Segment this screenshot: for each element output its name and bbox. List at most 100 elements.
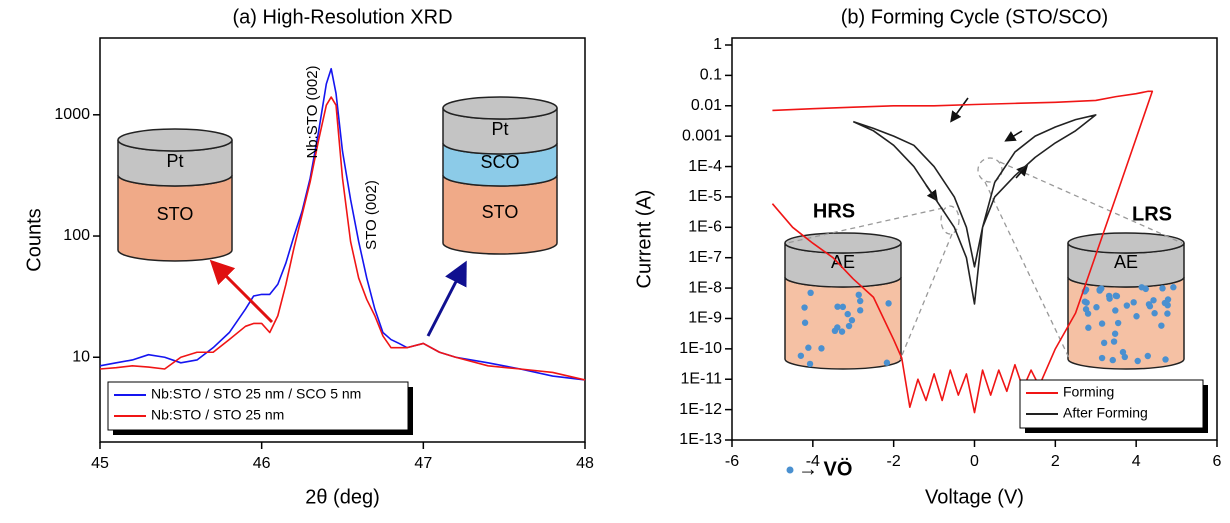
highlight-circle bbox=[977, 157, 1003, 183]
vacancy-dot bbox=[1085, 324, 1092, 331]
y-tick-label: 1E-11 bbox=[680, 370, 722, 387]
cylinder-top bbox=[1067, 232, 1185, 254]
vacancy-dot bbox=[1123, 302, 1131, 309]
vacancy-dot bbox=[818, 345, 825, 352]
vacancy-dot bbox=[1121, 353, 1129, 361]
vacancy-dot bbox=[1170, 284, 1177, 291]
vacancy-dot bbox=[1151, 310, 1158, 317]
data-line bbox=[771, 90, 1154, 414]
state-label: HRS bbox=[813, 200, 855, 222]
legend-label: After Forming bbox=[1063, 405, 1148, 421]
sweep-arrow bbox=[1015, 164, 1029, 179]
vacancy-dot bbox=[883, 359, 891, 366]
vacancy-dot bbox=[834, 303, 841, 310]
vacancy-dot bbox=[1130, 299, 1137, 306]
legend-box bbox=[1019, 379, 1204, 429]
sweep-arrow bbox=[1004, 130, 1023, 142]
cylinder-top bbox=[117, 128, 233, 152]
vacancy-dot bbox=[1106, 295, 1113, 302]
vacancy-dot bbox=[1111, 330, 1119, 337]
vacancy-dot bbox=[805, 344, 812, 351]
vacancy-dot bbox=[797, 352, 805, 359]
vacancy-dot bbox=[845, 322, 853, 330]
vacancy-dot bbox=[856, 297, 864, 305]
x-tick-label: -4 bbox=[806, 453, 820, 470]
vacancy-dot bbox=[806, 360, 814, 368]
chart-title: (b) Forming Cycle (STO/SCO) bbox=[841, 6, 1108, 28]
vacancy-dot bbox=[1133, 313, 1140, 320]
pointer-arrow bbox=[209, 259, 274, 324]
inset-layer-label: AE bbox=[1114, 252, 1138, 272]
vacancy-dot bbox=[1119, 348, 1127, 356]
connector bbox=[899, 233, 953, 361]
x-tick-label: 46 bbox=[253, 455, 271, 472]
x-tick-label: -2 bbox=[887, 453, 901, 470]
legend-label: Forming bbox=[1063, 384, 1114, 400]
x-tick-label: 47 bbox=[414, 455, 432, 472]
vacancy-dot bbox=[1158, 322, 1165, 329]
x-tick-label: 4 bbox=[1132, 453, 1141, 470]
legend-label: Nb:STO / STO 25 nm bbox=[151, 407, 284, 423]
vacancy-dot bbox=[1100, 339, 1108, 347]
vacancy-dot bbox=[1146, 303, 1154, 310]
y-tick-label: 0.001 bbox=[682, 127, 722, 144]
vacancy-dot bbox=[1150, 297, 1157, 304]
x-tick-label: 2 bbox=[1051, 453, 1060, 470]
peak-annotation: STO (002) bbox=[363, 180, 380, 250]
vacancy-dot bbox=[1144, 352, 1152, 360]
vacancy-dot bbox=[838, 328, 846, 335]
connector bbox=[984, 181, 1071, 361]
vacancy-dot bbox=[1098, 354, 1106, 362]
inset-layer-label: STO bbox=[157, 204, 194, 224]
vacancy-dot bbox=[855, 291, 862, 299]
y-tick-label: 1 bbox=[713, 36, 722, 53]
vacancy-dot bbox=[1164, 301, 1171, 309]
y-tick-label: 1E-13 bbox=[679, 431, 722, 448]
y-tick-label: 0.01 bbox=[691, 97, 722, 114]
y-tick-label: 0.1 bbox=[700, 67, 722, 84]
sweep-arrow bbox=[950, 97, 969, 123]
vacancy-dot bbox=[1134, 357, 1141, 365]
vacancy-dot bbox=[1112, 292, 1119, 299]
vacancy-dot bbox=[1164, 296, 1172, 303]
vacancy-dot bbox=[1093, 304, 1100, 311]
highlight-circle bbox=[940, 205, 960, 235]
vacancy-dot bbox=[1159, 285, 1166, 292]
peak-annotation: Nb:STO (002) bbox=[304, 65, 321, 158]
y-tick-label: 1E-7 bbox=[688, 249, 722, 266]
cylinder-top bbox=[784, 232, 902, 254]
y-tick-label: 1E-12 bbox=[679, 401, 722, 418]
inset-layer-label: AE bbox=[831, 252, 855, 272]
x-tick-label: 0 bbox=[970, 453, 979, 470]
vacancy-dot bbox=[801, 304, 808, 311]
y-tick-label: 100 bbox=[63, 227, 90, 244]
x-axis-label: Voltage (V) bbox=[925, 486, 1024, 508]
y-tick-label: 1E-6 bbox=[688, 219, 722, 236]
vacancy-legend-dot bbox=[786, 466, 794, 474]
x-tick-label: 45 bbox=[91, 455, 109, 472]
chart-title: (a) High-Resolution XRD bbox=[232, 6, 452, 28]
x-tick-label: 48 bbox=[576, 455, 594, 472]
vacancy-dot bbox=[807, 289, 814, 297]
vacancy-dot bbox=[1083, 299, 1090, 306]
y-axis-label: Counts bbox=[23, 208, 45, 271]
inset-layer-label: Pt bbox=[166, 151, 183, 171]
cylinder-top bbox=[442, 96, 558, 120]
y-tick-label: 1E-8 bbox=[688, 279, 722, 296]
vacancy-dot bbox=[1114, 319, 1122, 327]
vacancy-legend-label: → VÖ bbox=[798, 457, 852, 480]
data-line bbox=[99, 96, 586, 381]
pointer-arrow bbox=[426, 260, 467, 337]
inset-layer-label: Pt bbox=[491, 119, 508, 139]
vacancy-dot bbox=[1098, 320, 1106, 327]
vacancy-dot bbox=[1162, 356, 1169, 363]
x-axis-label: 2θ (deg) bbox=[305, 486, 380, 508]
y-tick-label: 1000 bbox=[54, 106, 90, 123]
y-axis-label: Current (A) bbox=[633, 190, 655, 289]
state-label: LRS bbox=[1132, 203, 1172, 225]
y-tick-label: 1E-5 bbox=[688, 188, 722, 205]
vacancy-dot bbox=[1109, 356, 1116, 364]
vacancy-dot bbox=[848, 317, 856, 324]
vacancy-dot bbox=[1110, 338, 1118, 345]
